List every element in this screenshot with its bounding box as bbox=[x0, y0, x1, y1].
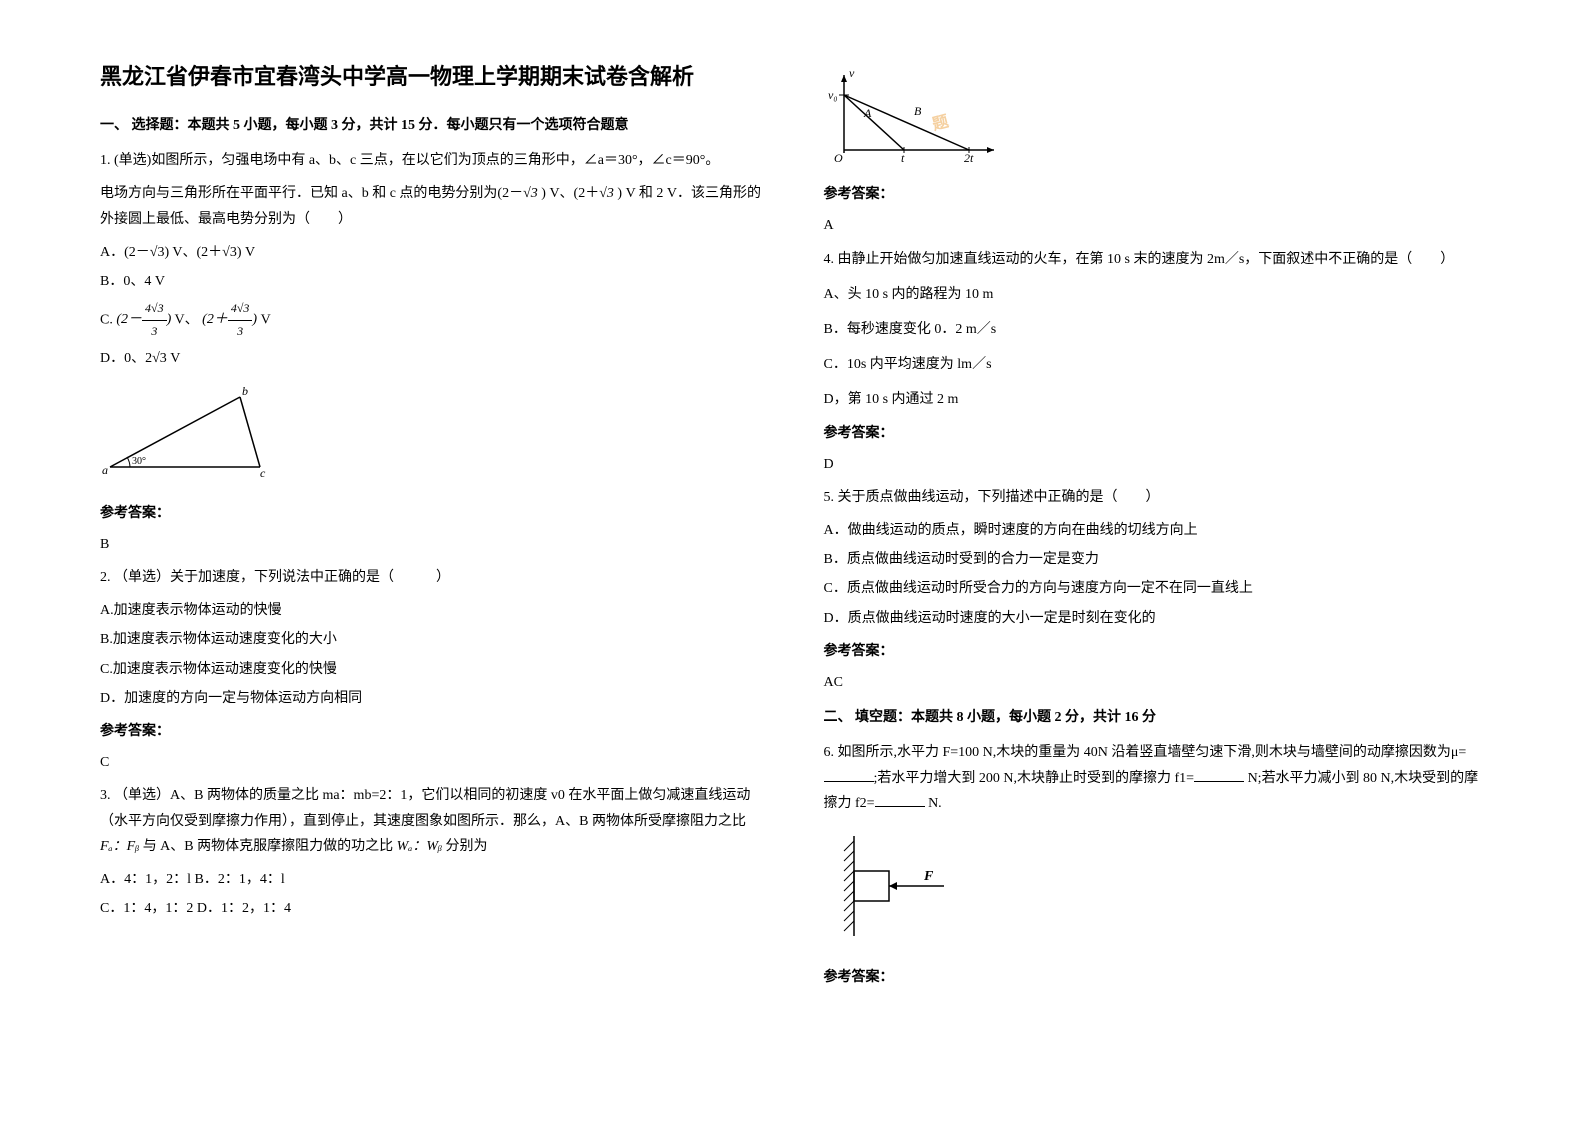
triangle-angle-label: 30° bbox=[132, 456, 146, 467]
q3-opt-ab: A．4：1，2：l B．2：1，4：l bbox=[100, 867, 764, 892]
q3-opt-cd: C．1：4，1：2 D．1：2，1：4 bbox=[100, 896, 764, 921]
q2-answer: C bbox=[100, 750, 764, 775]
q5-answer-label: 参考答案： bbox=[824, 639, 1488, 664]
graph-t-label: t bbox=[901, 151, 905, 165]
q1-opt-c-post: V bbox=[261, 312, 271, 327]
q1-opt-c: C. (2－4√33) V、 (2＋4√33) V bbox=[100, 298, 764, 342]
sqrt3-b: √3 bbox=[599, 186, 614, 201]
graph-A-label: A bbox=[863, 106, 872, 120]
q3-text-c: 分别为 bbox=[446, 839, 488, 854]
ratio-W: Wₐ：Wᵦ bbox=[397, 839, 442, 854]
q1-text-a: 1. (单选)如图所示，匀强电场中有 a、b、c 三点，在以它们为顶点的三角形中… bbox=[100, 153, 719, 168]
section2-header: 二、 填空题：本题共 8 小题，每小题 2 分，共计 16 分 bbox=[824, 705, 1488, 730]
wall-F-label: F bbox=[923, 869, 934, 884]
question-2: 2. （单选）关于加速度，下列说法中正确的是（ ） bbox=[100, 565, 764, 590]
ratio-F: Fₐ：Fᵦ bbox=[100, 839, 139, 854]
graph-v-label: v bbox=[849, 66, 855, 80]
sqrt3-a: √3 bbox=[523, 186, 538, 201]
q4-answer: D bbox=[824, 452, 1488, 477]
document-title: 黑龙江省伊春市宜春湾头中学高一物理上学期期末试卷含解析 bbox=[100, 60, 764, 93]
q1-opt-c-pre: C. bbox=[100, 312, 113, 327]
q6-text-b: ;若水平力增大到 200 N,木块静止时受到的摩擦力 f1= bbox=[874, 771, 1195, 786]
q5-answer: AC bbox=[824, 670, 1488, 695]
q1-answer-label: 参考答案： bbox=[100, 501, 764, 526]
q3-text-a: 3. （单选）A、B 两物体的质量之比 ma：mb=2：1，它们以相同的初速度 … bbox=[100, 788, 750, 828]
q1-text-c: ) V、(2＋ bbox=[538, 186, 599, 201]
q2-opt-d: D．加速度的方向一定与物体运动方向相同 bbox=[100, 686, 764, 711]
triangle-a-label: a bbox=[102, 463, 108, 477]
watermark: 题 bbox=[930, 112, 951, 134]
question-5: 5. 关于质点做曲线运动，下列描述中正确的是（ ） bbox=[824, 485, 1488, 510]
q1-opt-c-expr2: (2＋4√33) bbox=[202, 312, 257, 327]
q5-opt-b: B．质点做曲线运动时受到的合力一定是变力 bbox=[824, 547, 1488, 572]
triangle-c-label: c bbox=[260, 466, 266, 480]
question-3: 3. （单选）A、B 两物体的质量之比 ma：mb=2：1，它们以相同的初速度 … bbox=[100, 783, 764, 859]
q4-answer-label: 参考答案： bbox=[824, 421, 1488, 446]
question-1-cont: 电场方向与三角形所在平面平行．已知 a、b 和 c 点的电势分别为(2－√3 )… bbox=[100, 181, 764, 231]
q6-text-d: N. bbox=[925, 796, 942, 811]
q1-opt-c-mid: V、 bbox=[175, 312, 199, 327]
triangle-b-label: b bbox=[242, 384, 248, 398]
left-column: 黑龙江省伊春市宜春湾头中学高一物理上学期期末试卷含解析 一、 选择题：本题共 5… bbox=[100, 60, 764, 1062]
triangle-svg: a b c 30° bbox=[100, 382, 270, 482]
q1-opt-b: B．0、4 V bbox=[100, 269, 764, 294]
q2-opt-b: B.加速度表示物体运动速度变化的大小 bbox=[100, 627, 764, 652]
q1-opt-a: A．(2－√3) V、(2＋√3) V bbox=[100, 240, 764, 265]
q4-opt-b: B．每秒速度变化 0．2 m／s bbox=[824, 317, 1488, 342]
graph-v0-label: v₀ bbox=[828, 88, 838, 102]
q5-opt-d: D．质点做曲线运动时速度的大小一定是时刻在变化的 bbox=[824, 606, 1488, 631]
wall-svg: F bbox=[824, 826, 984, 946]
blank-f2 bbox=[875, 793, 925, 807]
triangle-figure: a b c 30° bbox=[100, 382, 764, 491]
velocity-graph: v v₀ A B O t 2t 题 bbox=[824, 65, 1488, 174]
q4-opt-d: D，第 10 s 内通过 2 m bbox=[824, 387, 1488, 412]
q6-answer-label: 参考答案： bbox=[824, 965, 1488, 990]
q1-opt-c-expr1: (2－4√33) bbox=[116, 312, 171, 327]
q3-answer: A bbox=[824, 213, 1488, 238]
q3-answer-label: 参考答案： bbox=[824, 182, 1488, 207]
q1-text-b: 电场方向与三角形所在平面平行．已知 a、b 和 c 点的电势分别为(2－ bbox=[100, 186, 523, 201]
right-column: v v₀ A B O t 2t 题 参考答案： A 4. 由静止开始做匀加速直线… bbox=[824, 60, 1488, 1062]
question-4: 4. 由静止开始做匀加速直线运动的火车，在第 10 s 末的速度为 2m／s，下… bbox=[824, 247, 1488, 272]
q4-opt-c: C．10s 内平均速度为 lm／s bbox=[824, 352, 1488, 377]
graph-2t-label: 2t bbox=[964, 151, 974, 165]
blank-mu bbox=[824, 768, 874, 782]
graph-O-label: O bbox=[834, 151, 843, 165]
q4-opt-a: A、头 10 s 内的路程为 10 m bbox=[824, 282, 1488, 307]
question-6: 6. 如图所示,水平力 F=100 N,木块的重量为 40N 沿着竖直墙壁匀速下… bbox=[824, 740, 1488, 816]
question-1: 1. (单选)如图所示，匀强电场中有 a、b、c 三点，在以它们为顶点的三角形中… bbox=[100, 148, 764, 173]
q1-answer: B bbox=[100, 532, 764, 557]
blank-f1 bbox=[1194, 768, 1244, 782]
section1-header: 一、 选择题：本题共 5 小题，每小题 3 分，共计 15 分．每小题只有一个选… bbox=[100, 113, 764, 138]
q1-opt-d: D．0、2√3 V bbox=[100, 346, 764, 371]
q2-opt-a: A.加速度表示物体运动的快慢 bbox=[100, 598, 764, 623]
q5-opt-c: C．质点做曲线运动时所受合力的方向与速度方向一定不在同一直线上 bbox=[824, 576, 1488, 601]
graph-B-label: B bbox=[914, 104, 922, 118]
q5-opt-a: A．做曲线运动的质点，瞬时速度的方向在曲线的切线方向上 bbox=[824, 518, 1488, 543]
graph-svg: v v₀ A B O t 2t 题 bbox=[824, 65, 1004, 165]
q2-opt-c: C.加速度表示物体运动速度变化的快慢 bbox=[100, 657, 764, 682]
wall-figure: F bbox=[824, 826, 1488, 955]
q6-text-a: 6. 如图所示,水平力 F=100 N,木块的重量为 40N 沿着竖直墙壁匀速下… bbox=[824, 745, 1467, 760]
q3-text-b: 与 A、B 两物体克服摩擦阻力做的功之比 bbox=[143, 839, 393, 854]
q2-answer-label: 参考答案： bbox=[100, 719, 764, 744]
